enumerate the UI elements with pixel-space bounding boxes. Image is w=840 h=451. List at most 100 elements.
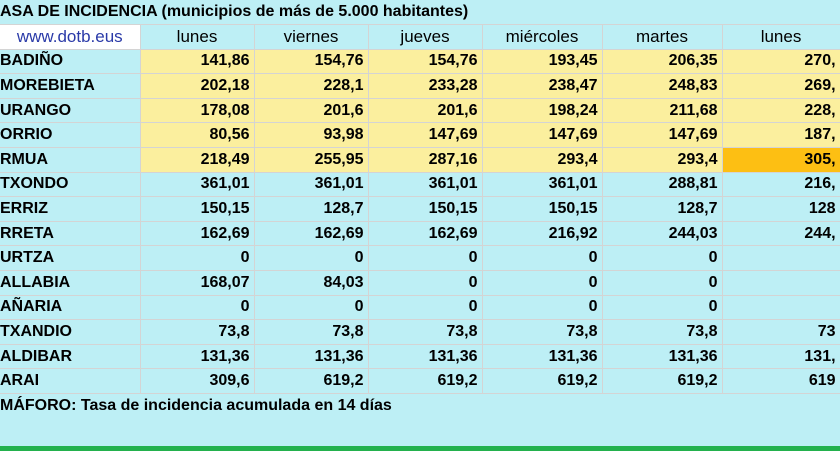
value-cell[interactable]: 131,36 bbox=[140, 344, 255, 370]
value-cell[interactable]: 288,81 bbox=[602, 172, 723, 198]
value-cell[interactable]: 270, bbox=[722, 49, 840, 75]
value-cell[interactable]: 216,92 bbox=[482, 221, 603, 247]
value-cell[interactable]: 305, bbox=[722, 147, 840, 173]
value-cell[interactable] bbox=[722, 295, 840, 321]
value-cell[interactable]: 128,7 bbox=[602, 196, 723, 222]
value-cell[interactable]: 80,56 bbox=[140, 122, 255, 149]
value-cell[interactable]: 131,36 bbox=[254, 344, 369, 370]
value-cell[interactable]: 150,15 bbox=[140, 196, 255, 222]
value-cell[interactable]: 309,6 bbox=[140, 368, 255, 394]
value-cell[interactable]: 0 bbox=[368, 295, 483, 321]
value-cell[interactable]: 178,08 bbox=[140, 98, 255, 124]
day-header[interactable]: viernes bbox=[254, 24, 369, 50]
value-cell[interactable]: 293,4 bbox=[482, 147, 603, 173]
day-header[interactable]: jueves bbox=[368, 24, 483, 50]
value-cell[interactable]: 619,2 bbox=[602, 368, 723, 394]
municipality-name[interactable]: AÑARIA bbox=[0, 295, 141, 321]
value-cell[interactable]: 244, bbox=[722, 221, 840, 247]
municipality-name[interactable]: RMUA bbox=[0, 147, 141, 173]
day-header[interactable]: miércoles bbox=[482, 24, 603, 50]
value-cell[interactable]: 73,8 bbox=[140, 319, 255, 345]
municipality-name[interactable]: URANGO bbox=[0, 98, 141, 124]
value-cell[interactable]: 187, bbox=[722, 122, 840, 149]
value-cell[interactable]: 233,28 bbox=[368, 73, 483, 99]
site-cell[interactable]: www.dotb.eus bbox=[0, 24, 141, 50]
day-header[interactable]: martes bbox=[602, 24, 723, 50]
value-cell[interactable]: 206,35 bbox=[602, 49, 723, 75]
value-cell[interactable]: 131,36 bbox=[602, 344, 723, 370]
table-title[interactable]: ASA DE INCIDENCIA (municipios de más de … bbox=[0, 0, 840, 26]
value-cell[interactable]: 141,86 bbox=[140, 49, 255, 75]
value-cell[interactable]: 73,8 bbox=[482, 319, 603, 345]
value-cell[interactable]: 131, bbox=[722, 344, 840, 370]
value-cell[interactable]: 619,2 bbox=[482, 368, 603, 394]
value-cell[interactable]: 150,15 bbox=[482, 196, 603, 222]
value-cell[interactable]: 154,76 bbox=[368, 49, 483, 75]
value-cell[interactable]: 201,6 bbox=[368, 98, 483, 124]
value-cell[interactable]: 269, bbox=[722, 73, 840, 99]
value-cell[interactable]: 198,24 bbox=[482, 98, 603, 124]
municipality-name[interactable]: ALDIBAR bbox=[0, 344, 141, 370]
value-cell[interactable]: 0 bbox=[140, 245, 255, 272]
value-cell[interactable]: 619 bbox=[722, 368, 840, 394]
municipality-name[interactable]: RRETA bbox=[0, 221, 141, 247]
value-cell[interactable]: 168,07 bbox=[140, 270, 255, 296]
value-cell[interactable]: 0 bbox=[140, 295, 255, 321]
municipality-name[interactable]: ERRIZ bbox=[0, 196, 141, 222]
value-cell[interactable]: 248,83 bbox=[602, 73, 723, 99]
municipality-name[interactable]: TXANDIO bbox=[0, 319, 141, 345]
value-cell[interactable]: 162,69 bbox=[254, 221, 369, 247]
value-cell[interactable]: 73,8 bbox=[368, 319, 483, 345]
value-cell[interactable]: 0 bbox=[602, 245, 723, 272]
value-cell[interactable]: 131,36 bbox=[482, 344, 603, 370]
value-cell[interactable]: 147,69 bbox=[368, 122, 483, 149]
value-cell[interactable]: 147,69 bbox=[602, 122, 723, 149]
value-cell[interactable]: 238,47 bbox=[482, 73, 603, 99]
value-cell[interactable]: 131,36 bbox=[368, 344, 483, 370]
value-cell[interactable] bbox=[722, 270, 840, 296]
value-cell[interactable]: 0 bbox=[254, 295, 369, 321]
municipality-name[interactable]: ORRIO bbox=[0, 122, 141, 149]
municipality-name[interactable]: BADIÑO bbox=[0, 49, 141, 75]
footer-note[interactable]: MÁFORO: Tasa de incidencia acumulada en … bbox=[0, 393, 840, 419]
value-cell[interactable] bbox=[722, 245, 840, 272]
value-cell[interactable]: 193,45 bbox=[482, 49, 603, 75]
value-cell[interactable]: 154,76 bbox=[254, 49, 369, 75]
value-cell[interactable]: 361,01 bbox=[254, 172, 369, 198]
value-cell[interactable]: 0 bbox=[254, 245, 369, 272]
value-cell[interactable]: 287,16 bbox=[368, 147, 483, 173]
value-cell[interactable]: 0 bbox=[368, 245, 483, 272]
value-cell[interactable]: 0 bbox=[368, 270, 483, 296]
value-cell[interactable]: 255,95 bbox=[254, 147, 369, 173]
value-cell[interactable]: 73,8 bbox=[602, 319, 723, 345]
value-cell[interactable]: 201,6 bbox=[254, 98, 369, 124]
day-header[interactable]: lunes bbox=[722, 24, 840, 50]
value-cell[interactable]: 84,03 bbox=[254, 270, 369, 296]
value-cell[interactable]: 361,01 bbox=[140, 172, 255, 198]
day-header[interactable]: lunes bbox=[140, 24, 255, 50]
value-cell[interactable]: 218,49 bbox=[140, 147, 255, 173]
value-cell[interactable]: 150,15 bbox=[368, 196, 483, 222]
municipality-name[interactable]: URTZA bbox=[0, 245, 141, 272]
value-cell[interactable]: 0 bbox=[602, 270, 723, 296]
value-cell[interactable]: 0 bbox=[602, 295, 723, 321]
value-cell[interactable]: 0 bbox=[482, 270, 603, 296]
value-cell[interactable]: 228, bbox=[722, 98, 840, 124]
value-cell[interactable]: 619,2 bbox=[368, 368, 483, 394]
value-cell[interactable]: 73 bbox=[722, 319, 840, 345]
value-cell[interactable]: 361,01 bbox=[368, 172, 483, 198]
value-cell[interactable]: 228,1 bbox=[254, 73, 369, 99]
value-cell[interactable]: 202,18 bbox=[140, 73, 255, 99]
value-cell[interactable]: 162,69 bbox=[368, 221, 483, 247]
municipality-name[interactable]: ARAI bbox=[0, 368, 141, 394]
value-cell[interactable]: 73,8 bbox=[254, 319, 369, 345]
value-cell[interactable]: 211,68 bbox=[602, 98, 723, 124]
value-cell[interactable]: 216, bbox=[722, 172, 840, 198]
value-cell[interactable]: 128,7 bbox=[254, 196, 369, 222]
value-cell[interactable]: 0 bbox=[482, 295, 603, 321]
value-cell[interactable]: 619,2 bbox=[254, 368, 369, 394]
municipality-name[interactable]: TXONDO bbox=[0, 172, 141, 198]
value-cell[interactable]: 147,69 bbox=[482, 122, 603, 149]
value-cell[interactable]: 293,4 bbox=[602, 147, 723, 173]
municipality-name[interactable]: ALLABIA bbox=[0, 270, 141, 296]
